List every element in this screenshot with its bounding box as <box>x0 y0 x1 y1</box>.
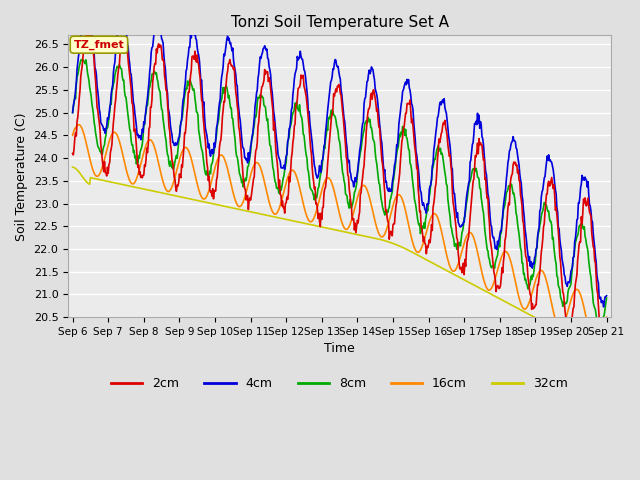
Title: Tonzi Soil Temperature Set A: Tonzi Soil Temperature Set A <box>230 15 449 30</box>
Y-axis label: Soil Temperature (C): Soil Temperature (C) <box>15 112 28 240</box>
X-axis label: Time: Time <box>324 342 355 356</box>
Text: TZ_fmet: TZ_fmet <box>74 39 124 50</box>
Legend: 2cm, 4cm, 8cm, 16cm, 32cm: 2cm, 4cm, 8cm, 16cm, 32cm <box>106 372 573 396</box>
